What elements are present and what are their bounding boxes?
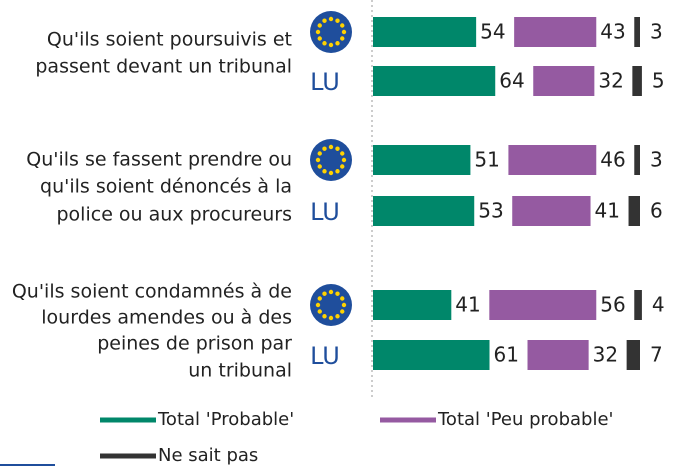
value-label: 6	[650, 199, 663, 223]
flag-star	[340, 23, 345, 28]
value-label: 32	[593, 343, 618, 367]
flag-star	[322, 41, 327, 46]
eu-flag	[310, 284, 352, 326]
flag-star	[317, 36, 322, 41]
value-label: 7	[650, 343, 663, 367]
bar	[373, 17, 477, 47]
flag-star	[340, 296, 345, 301]
group-label: Qu'ils soient poursuivis et	[47, 29, 292, 51]
flag-star	[315, 302, 321, 308]
flag-star	[341, 302, 347, 308]
bar	[512, 196, 591, 226]
bar	[373, 66, 496, 96]
flag-star	[335, 146, 340, 151]
flag-disc	[310, 284, 352, 326]
flag-star	[315, 157, 321, 163]
bar	[514, 17, 597, 47]
flag-star	[328, 315, 334, 321]
eu-flag	[310, 139, 352, 181]
flag-star	[328, 144, 334, 150]
value-label: 64	[499, 69, 524, 93]
group-label: police ou aux procureurs	[57, 204, 293, 226]
flag-star	[328, 289, 334, 295]
group-label: peines de prison par	[97, 333, 292, 355]
bar	[634, 17, 640, 47]
group-label: un tribunal	[188, 360, 292, 382]
flag-disc	[310, 11, 352, 53]
flag-disc	[310, 139, 352, 181]
value-label: 43	[600, 20, 625, 44]
value-label: 56	[600, 293, 625, 317]
value-label: 5	[652, 69, 665, 93]
flag-star	[328, 170, 334, 176]
group-label: qu'ils soient dénoncés à la	[40, 176, 292, 198]
category-label: LU	[310, 198, 340, 226]
legend-label: Total 'Peu probable'	[437, 409, 613, 430]
group-label: Qu'ils se fassent prendre ou	[26, 149, 292, 171]
value-label: 53	[478, 199, 503, 223]
flag-star	[317, 296, 322, 301]
eu-flag	[310, 11, 352, 53]
value-label: 4	[652, 293, 665, 317]
flag-star	[340, 164, 345, 169]
bar	[628, 196, 640, 226]
bar	[508, 145, 597, 175]
bar	[489, 290, 597, 320]
bar	[373, 145, 471, 175]
flag-star	[322, 314, 327, 319]
flag-star	[340, 309, 345, 314]
flag-star	[335, 314, 340, 319]
value-label: 3	[650, 148, 663, 172]
flag-star	[317, 164, 322, 169]
value-label: 41	[595, 199, 620, 223]
flag-star	[322, 18, 327, 23]
flag-star	[340, 36, 345, 41]
value-label: 54	[480, 20, 505, 44]
flag-star	[317, 151, 322, 156]
flag-star	[335, 169, 340, 174]
flag-star	[341, 29, 347, 35]
bar	[634, 145, 640, 175]
group-label: lourdes amendes ou à des	[41, 307, 292, 329]
flag-star	[335, 18, 340, 23]
bar	[634, 290, 642, 320]
group-label: Qu'ils soient condamnés à de	[12, 281, 292, 303]
flag-star	[335, 41, 340, 46]
value-label: 3	[650, 20, 663, 44]
value-label: 61	[494, 343, 519, 367]
group-label: passent devant un tribunal	[35, 56, 292, 78]
bar	[533, 66, 595, 96]
bar	[373, 290, 452, 320]
flag-star	[340, 151, 345, 156]
bar	[626, 340, 640, 370]
flag-star	[315, 29, 321, 35]
bar	[632, 66, 642, 96]
value-label: 32	[598, 69, 623, 93]
bar	[527, 340, 589, 370]
flag-star	[322, 146, 327, 151]
flag-star	[317, 23, 322, 28]
flag-star	[322, 169, 327, 174]
category-label: LU	[310, 342, 340, 370]
flag-star	[322, 291, 327, 296]
flag-star	[341, 157, 347, 163]
flag-star	[328, 16, 334, 22]
category-label: LU	[310, 68, 340, 96]
value-label: 46	[600, 148, 625, 172]
flag-star	[317, 309, 322, 314]
value-label: 41	[455, 293, 480, 317]
bar	[373, 340, 490, 370]
flag-star	[328, 42, 334, 48]
legend-label: Ne sait pas	[158, 445, 258, 466]
bar	[373, 196, 475, 226]
flag-star	[335, 291, 340, 296]
value-label: 51	[474, 148, 499, 172]
legend-label: Total 'Probable'	[157, 409, 294, 430]
